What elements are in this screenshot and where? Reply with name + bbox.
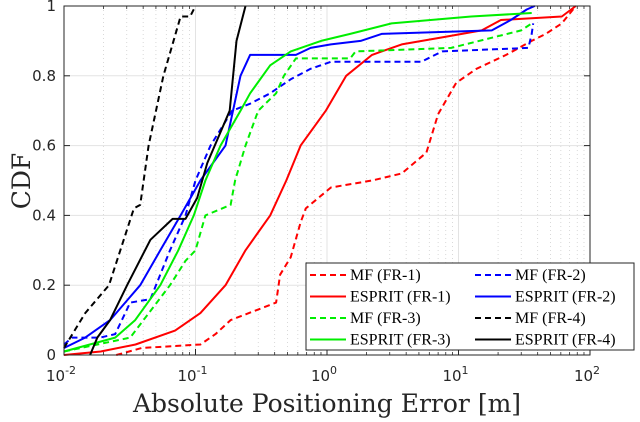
- legend-box: [305, 262, 635, 351]
- x-tick-label: 10-2: [46, 364, 76, 385]
- legend-label: ESPRIT (FR-4): [515, 332, 616, 349]
- x-tick-label: 10-1: [177, 364, 207, 385]
- series-line-esprit-fr-4: [89, 5, 247, 356]
- x-tick-label: 100: [311, 364, 337, 385]
- legend-label: MF (FR-4): [515, 310, 586, 327]
- legend-label: ESPRIT (FR-1): [350, 289, 451, 306]
- series-lines: [63, 5, 577, 356]
- series-line-mf-fr-3: [63, 22, 533, 353]
- legend-label: ESPRIT (FR-3): [350, 332, 451, 349]
- y-axis-label: CDF: [7, 153, 36, 210]
- series-line-esprit-fr-3: [63, 12, 532, 353]
- series-line-esprit-fr-2: [63, 5, 536, 349]
- legend-label: MF (FR-2): [515, 267, 586, 284]
- y-tick-label: 0.8: [32, 67, 56, 85]
- y-tick-label: 1: [46, 0, 56, 15]
- x-tick-label: 102: [574, 364, 600, 385]
- legend-label: ESPRIT (FR-2): [515, 289, 616, 306]
- ticks: 10-2 10-1 100 101 102 0 0.2 0.4 0.6 0.8 1: [32, 0, 600, 385]
- y-tick-label: 0.4: [32, 206, 56, 224]
- x-tick-label: 101: [442, 364, 468, 385]
- legend-label: MF (FR-3): [350, 310, 421, 327]
- legend-label: MF (FR-1): [350, 267, 421, 284]
- y-tick-label: 0: [46, 346, 56, 364]
- series-line-mf-fr-1: [116, 5, 577, 356]
- legend: MF (FR-1) ESPRIT (FR-1) MF (FR-3) ESPRIT (F…: [305, 262, 635, 351]
- y-tick-label: 0.2: [32, 276, 56, 294]
- series-line-mf-fr-4: [63, 5, 197, 349]
- x-axis-label: Absolute Positioning Error [m]: [132, 389, 521, 418]
- y-tick-label: 0.6: [32, 137, 56, 155]
